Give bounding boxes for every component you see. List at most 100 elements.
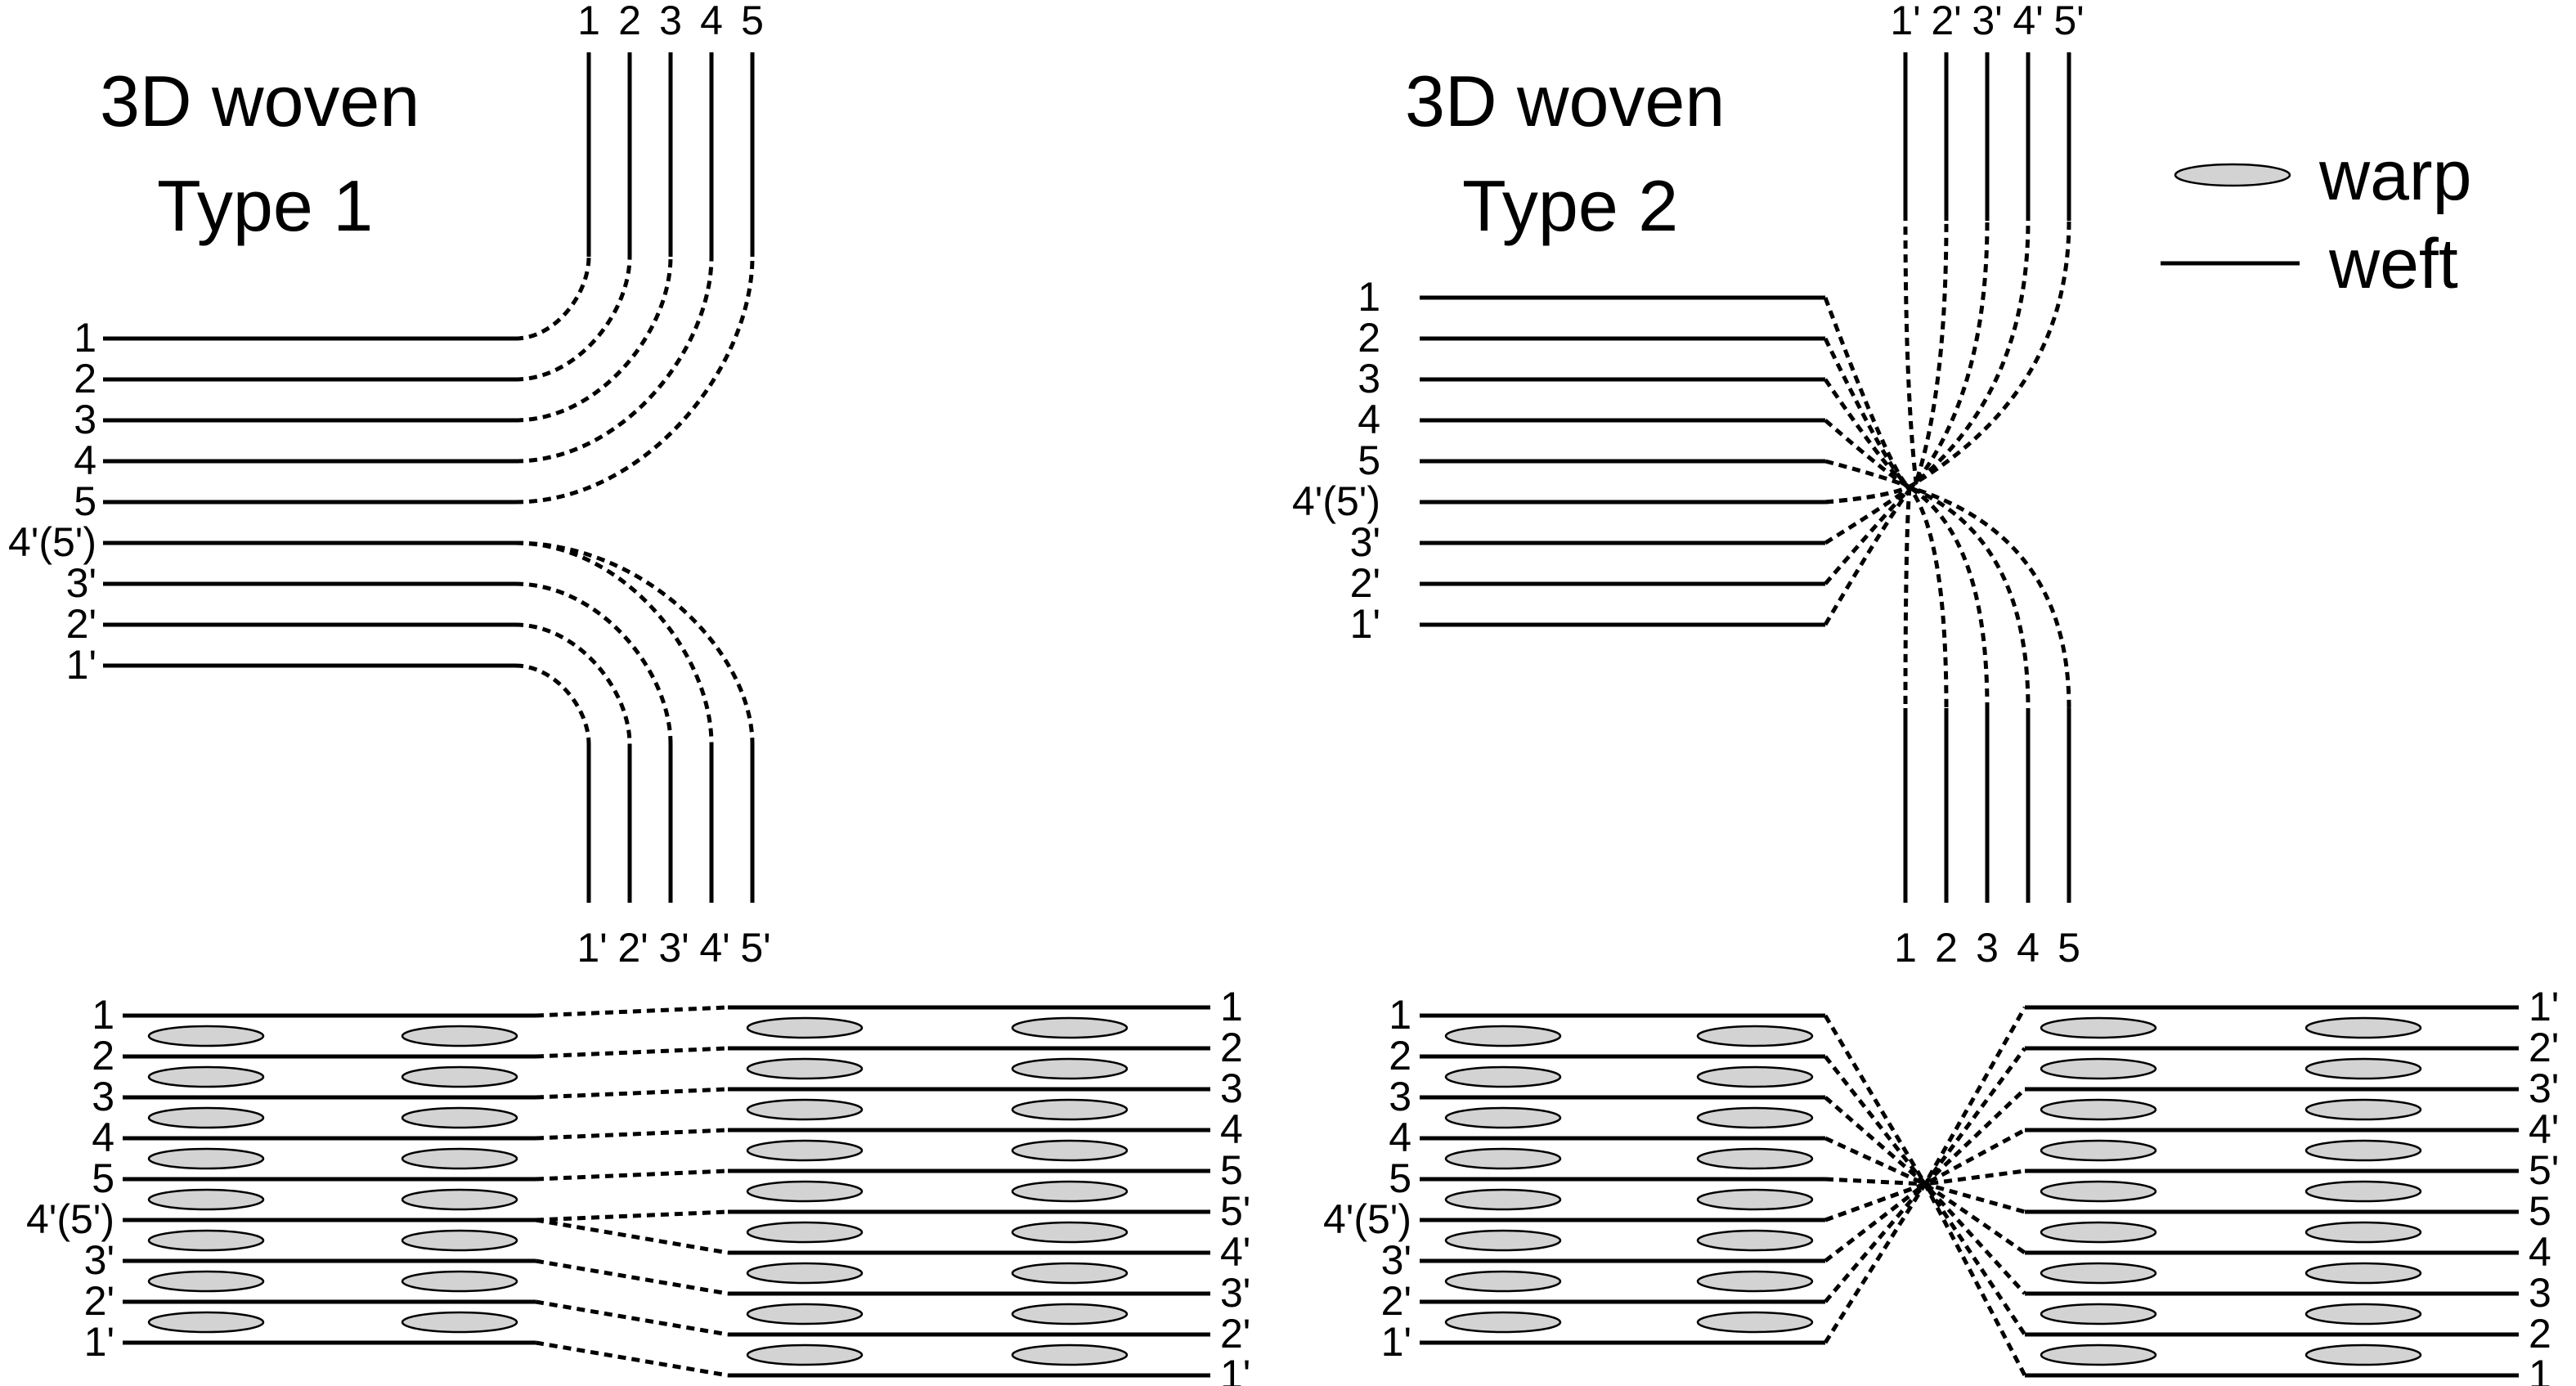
bottom-label: 5	[2058, 925, 2080, 971]
warp-yarn	[147, 1106, 265, 1129]
left-label: 4'(5')	[1292, 478, 1380, 524]
right-label: 1	[2529, 1352, 2551, 1386]
warp-yarn	[401, 1106, 518, 1129]
right-label: 2'	[1220, 1311, 1250, 1357]
warp-yarn	[2304, 1098, 2422, 1121]
warp-yarn	[2304, 1016, 2422, 1039]
left-label: 1	[1358, 274, 1380, 320]
warp-yarn	[401, 1311, 518, 1334]
warp-yarn	[2040, 1303, 2157, 1325]
bottom-label: 2	[1935, 925, 1958, 971]
weft-crossing-curve	[1823, 378, 1990, 709]
warp-yarn	[746, 1221, 864, 1244]
warp-yarn	[1696, 1188, 1814, 1211]
right-label: 1	[1220, 984, 1243, 1029]
right-label: 2'	[2529, 1025, 2559, 1070]
left-label: 1'	[1381, 1319, 1411, 1365]
warp-yarn	[1011, 1139, 1129, 1162]
weft-transition-curve	[514, 256, 755, 505]
left-label: 4'(5')	[1323, 1196, 1411, 1242]
left-label: 1	[92, 992, 114, 1038]
warp-yarn	[147, 1188, 265, 1211]
warp-yarn	[2040, 1180, 2157, 1203]
warp-yarn	[1011, 1057, 1129, 1080]
top-label: 4'	[2013, 0, 2043, 43]
warp-yarn	[746, 1016, 864, 1039]
left-label: 4	[1389, 1115, 1411, 1160]
bottom-label: 1'	[577, 925, 607, 971]
warp-yarn	[1011, 1098, 1129, 1121]
left-label: 2	[92, 1033, 114, 1079]
warp-yarn	[401, 1188, 518, 1211]
weft-transition-curve	[514, 256, 673, 423]
left-label: 4	[1358, 397, 1380, 442]
weft-link	[1824, 1088, 2026, 1263]
warp-yarn	[746, 1139, 864, 1162]
left-label: 1	[74, 315, 96, 361]
warp-yarn	[2304, 1180, 2422, 1203]
warp-yarn	[2304, 1343, 2422, 1366]
weft-transition-curve	[514, 663, 591, 745]
weft-link	[535, 1340, 729, 1378]
warp-yarn	[746, 1343, 864, 1366]
top-label: 5	[741, 0, 764, 43]
left-label: 2	[1389, 1033, 1411, 1079]
left-label: 5	[74, 478, 96, 524]
warp-yarn	[2304, 1057, 2422, 1080]
warp-yarn	[1696, 1147, 1814, 1170]
right-label: 2	[2529, 1311, 2551, 1357]
left-label: 5	[1389, 1155, 1411, 1201]
warp-yarn	[1696, 1025, 1814, 1047]
weft-link	[535, 1299, 729, 1337]
warp-yarn	[1444, 1025, 1562, 1047]
top-label: 5'	[2053, 0, 2084, 43]
warp-yarn	[746, 1180, 864, 1203]
top-label: 1'	[1890, 0, 1920, 43]
legend: warp weft	[2161, 137, 2471, 303]
left-label: 1'	[84, 1319, 114, 1365]
weft-link	[535, 1209, 729, 1222]
left-label: 3'	[66, 560, 96, 606]
warp-yarn	[746, 1262, 864, 1285]
type1-title-line2: Type 1	[157, 165, 373, 246]
weft-link	[1823, 1014, 2027, 1377]
weft-transition-curve	[514, 256, 591, 341]
type2-title-line2: Type 2	[1462, 165, 1678, 246]
right-label: 3'	[1220, 1270, 1250, 1316]
warp-yarn	[746, 1057, 864, 1080]
warp-yarn	[1011, 1016, 1129, 1039]
weft-link	[1824, 1136, 2026, 1255]
top-label: 1	[577, 0, 600, 43]
left-label: 3'	[1381, 1237, 1411, 1283]
warp-yarn	[1011, 1221, 1129, 1244]
left-label: 3	[74, 397, 96, 442]
weft-crossing-curve	[1824, 220, 2071, 505]
left-label: 2'	[1381, 1278, 1411, 1324]
weft-transition-curve	[514, 540, 755, 745]
right-label: 4'	[2529, 1106, 2559, 1152]
warp-yarn	[401, 1025, 518, 1047]
weft-transition-curve	[514, 581, 673, 745]
warp-yarn	[401, 1147, 518, 1170]
warp-yarn	[1696, 1106, 1814, 1129]
legend-warp-label: warp	[2318, 137, 2471, 215]
left-label: 4'(5')	[26, 1196, 114, 1242]
right-label: 3	[1220, 1065, 1243, 1111]
weft-link	[535, 1258, 729, 1296]
type1-panel: 3D woven Type 1 1 2 3 4 51' 2' 3' 4' 5'123454'(5…	[8, 0, 771, 971]
right-label: 5'	[2529, 1147, 2559, 1193]
warp-yarn	[1011, 1343, 1129, 1366]
weft-crossing-curve	[1824, 220, 1990, 545]
right-label: 1'	[1220, 1352, 1250, 1386]
weft-crossing-curve	[1824, 220, 2031, 505]
weft-crossing-curve	[1824, 459, 2071, 709]
warp-yarn	[147, 1270, 265, 1293]
weft-link	[535, 1046, 729, 1059]
warp-yarn	[2040, 1262, 2157, 1285]
warp-yarn	[2040, 1098, 2157, 1121]
top-label: 2'	[1931, 0, 1961, 43]
warp-yarn	[1011, 1262, 1129, 1285]
weft-transition-curve	[514, 540, 714, 745]
